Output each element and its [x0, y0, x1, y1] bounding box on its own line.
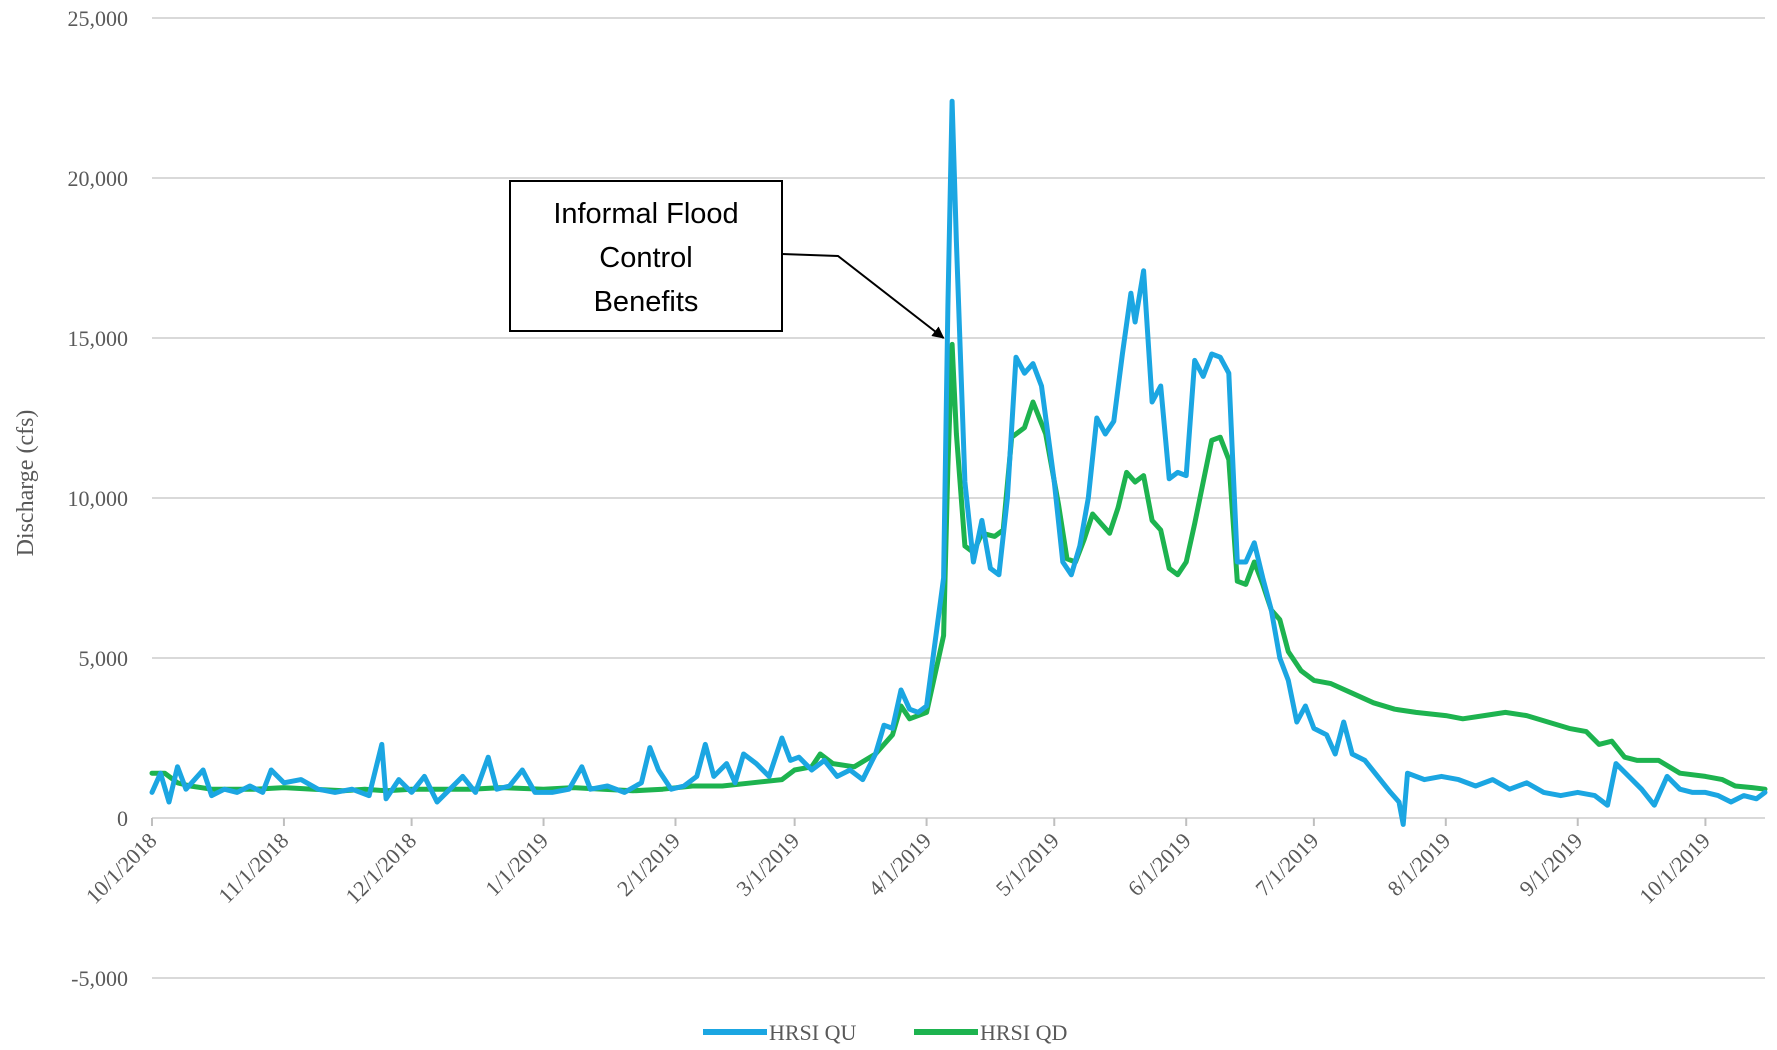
- annotation-line-1: Informal Flood: [553, 198, 738, 230]
- y-tick-label: 25,000: [68, 6, 129, 31]
- x-tick-label: 12/1/2018: [340, 828, 421, 909]
- annotation-arrow: [781, 253, 945, 339]
- x-tick-label: 10/1/2018: [81, 828, 162, 909]
- y-tick-label: 0: [117, 806, 128, 831]
- y-tick-label: 15,000: [68, 326, 129, 351]
- x-tick-label: 6/1/2019: [1123, 828, 1196, 901]
- y-tick-label: 20,000: [68, 166, 129, 191]
- x-tick-label: 7/1/2019: [1250, 828, 1323, 901]
- legend: HRSI QU HRSI QD: [703, 1020, 1067, 1045]
- x-tick-label: 3/1/2019: [731, 828, 804, 901]
- annotation-line-2: Control: [599, 242, 693, 274]
- legend-label-qu: HRSI QU: [769, 1020, 857, 1045]
- series-line-hrsi-qu: [149, 98, 1768, 827]
- series-line-hrsi-qd: [149, 341, 1768, 794]
- y-axis-ticks: -5,000 0 5,000 10,000 15,000 20,000 25,000: [68, 6, 129, 991]
- x-tick-label: 1/1/2019: [480, 828, 553, 901]
- annotation-line-3: Benefits: [594, 286, 699, 318]
- y-tick-label: 10,000: [68, 486, 129, 511]
- x-tick-label: 5/1/2019: [991, 828, 1064, 901]
- x-tick-label: 8/1/2019: [1382, 828, 1455, 901]
- gridlines: [152, 17, 1765, 979]
- y-tick-label: -5,000: [71, 966, 128, 991]
- y-axis-label: Discharge (cfs): [13, 410, 39, 557]
- x-axis-ticks: 10/1/2018 11/1/2018 12/1/2018 1/1/2019 2/1/2…: [81, 818, 1715, 909]
- annotation: Informal Flood Control Benefits: [509, 180, 945, 339]
- annotation-box: [509, 180, 783, 332]
- y-tick-label: 5,000: [79, 646, 129, 671]
- x-tick-label: 10/1/2019: [1634, 828, 1715, 909]
- legend-label-qd: HRSI QD: [980, 1020, 1067, 1045]
- x-tick-label: 11/1/2018: [213, 828, 293, 908]
- x-tick-label: 2/1/2019: [612, 828, 685, 901]
- x-tick-label: 4/1/2019: [863, 828, 936, 901]
- series-lines: [149, 98, 1768, 827]
- x-tick-label: 9/1/2019: [1514, 828, 1587, 901]
